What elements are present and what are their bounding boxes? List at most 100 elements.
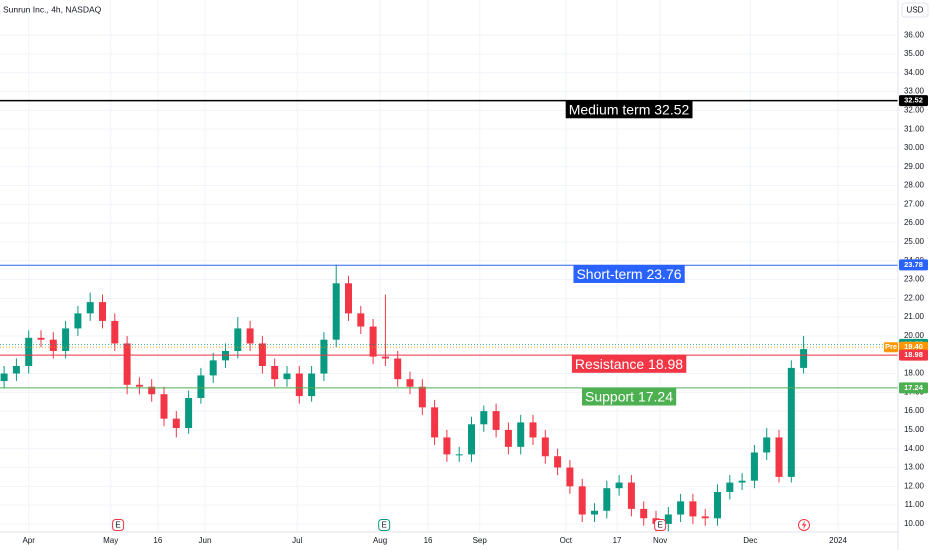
- candle-body: [381, 356, 389, 359]
- x-tick-label: Jul: [292, 536, 302, 545]
- y-tick-label: 27.00: [904, 199, 925, 208]
- candle-body: [787, 367, 795, 477]
- candle-body: [517, 422, 525, 447]
- price-tag-label: 18.98: [904, 350, 923, 359]
- candle-body: [640, 508, 648, 519]
- candle-body: [369, 326, 377, 357]
- x-tick-label: 16: [424, 536, 433, 545]
- price-tag: [899, 259, 928, 271]
- candle-body: [615, 482, 623, 489]
- currency-label[interactable]: USD: [907, 6, 924, 15]
- candle-body: [627, 482, 635, 509]
- candle-body: [222, 350, 230, 361]
- y-tick-label: 29.00: [904, 162, 925, 171]
- earnings-label: E: [115, 521, 120, 530]
- candle-body: [726, 482, 734, 492]
- earnings-marker: [378, 519, 391, 531]
- level-label-box: [573, 264, 685, 283]
- candle-body: [591, 510, 599, 515]
- candle-body: [209, 360, 217, 376]
- candle-body: [800, 349, 808, 368]
- x-tick-label: 16: [153, 536, 162, 545]
- level-label: Short-term 23.76: [576, 266, 681, 282]
- x-tick-label: Apr: [22, 536, 35, 545]
- price-tag-label: 23.78: [904, 260, 923, 269]
- y-tick-label: 12.00: [904, 481, 925, 490]
- x-tick-label: May: [103, 536, 118, 545]
- candle-body: [62, 328, 70, 351]
- x-tick-label: Jun: [199, 536, 212, 545]
- candle-body: [0, 373, 8, 382]
- y-tick-label: 16.00: [904, 406, 925, 415]
- y-tick-label: 36.00: [904, 30, 925, 39]
- candle-body: [775, 437, 783, 477]
- candle-body: [197, 375, 205, 398]
- candle-body: [750, 452, 758, 481]
- candle-body: [148, 386, 156, 395]
- y-tick-label: 31.00: [904, 124, 925, 133]
- candle-body: [418, 386, 426, 408]
- y-tick-label: 10.00: [904, 519, 925, 528]
- candle-body: [714, 491, 722, 519]
- candle-body: [295, 373, 303, 397]
- x-tick-label: Sep: [473, 536, 488, 545]
- candle-body: [160, 394, 168, 419]
- candle-body: [357, 313, 365, 327]
- x-tick-label: Aug: [373, 536, 387, 545]
- candle-body: [345, 283, 353, 314]
- level-label-box: [565, 100, 693, 119]
- y-tick-label: 28.00: [904, 181, 925, 190]
- candle-body: [468, 424, 476, 455]
- price-tag: [899, 382, 928, 394]
- x-tick-label: Nov: [653, 536, 667, 545]
- candle-body: [49, 339, 57, 351]
- chart-title: Sunrun Inc., 4h, NASDAQ: [3, 4, 102, 14]
- level-label: Resistance 18.98: [575, 356, 683, 372]
- price-tag: [899, 95, 928, 107]
- y-tick-label: 14.00: [904, 444, 925, 453]
- candle-body: [99, 302, 107, 321]
- candle-body: [566, 467, 574, 487]
- y-tick-label: 26.00: [904, 218, 925, 227]
- candle-body: [443, 437, 451, 455]
- candle-body: [12, 366, 20, 374]
- y-tick-label: 21.00: [904, 312, 925, 321]
- candle-body: [689, 501, 697, 517]
- dividend-icon: [798, 519, 810, 531]
- x-tick-label: Oct: [560, 536, 573, 545]
- candle-body: [271, 366, 279, 380]
- candle-body: [172, 418, 180, 429]
- candle-body: [185, 397, 193, 429]
- candle-body: [738, 480, 746, 483]
- x-tick-label: 17: [613, 536, 622, 545]
- candle-body: [664, 514, 672, 524]
- y-tick-label: 23.00: [904, 275, 925, 284]
- y-tick-label: 15.00: [904, 425, 925, 434]
- candle-body: [603, 488, 611, 511]
- price-tag-label: 19.40: [904, 342, 923, 351]
- candle-body: [74, 313, 82, 329]
- earnings-marker: [654, 519, 667, 531]
- earnings-label: E: [657, 521, 662, 530]
- y-tick-label: 22.00: [904, 293, 925, 302]
- candle-body: [394, 358, 402, 380]
- candle-body: [332, 283, 340, 340]
- candle-body: [86, 302, 94, 314]
- price-tag: [899, 349, 928, 361]
- candle-body: [25, 337, 33, 367]
- candle-body: [234, 328, 242, 351]
- pre-tag-label: Pre: [885, 342, 897, 351]
- candle-body: [578, 486, 586, 515]
- x-tick-label: 2024: [829, 536, 847, 545]
- x-tick-label: Dec: [743, 536, 757, 545]
- candle-body: [111, 320, 119, 344]
- candle-body: [492, 411, 500, 430]
- level-label-box: [582, 387, 677, 406]
- earnings-marker: [112, 519, 125, 531]
- candle-body: [406, 379, 414, 387]
- price-tag-label: 32.52: [904, 96, 923, 105]
- currency-button[interactable]: [901, 2, 929, 18]
- y-tick-label: 33.00: [904, 87, 925, 96]
- level-label: Support 17.24: [585, 389, 673, 405]
- pre-tag-box: [884, 342, 898, 353]
